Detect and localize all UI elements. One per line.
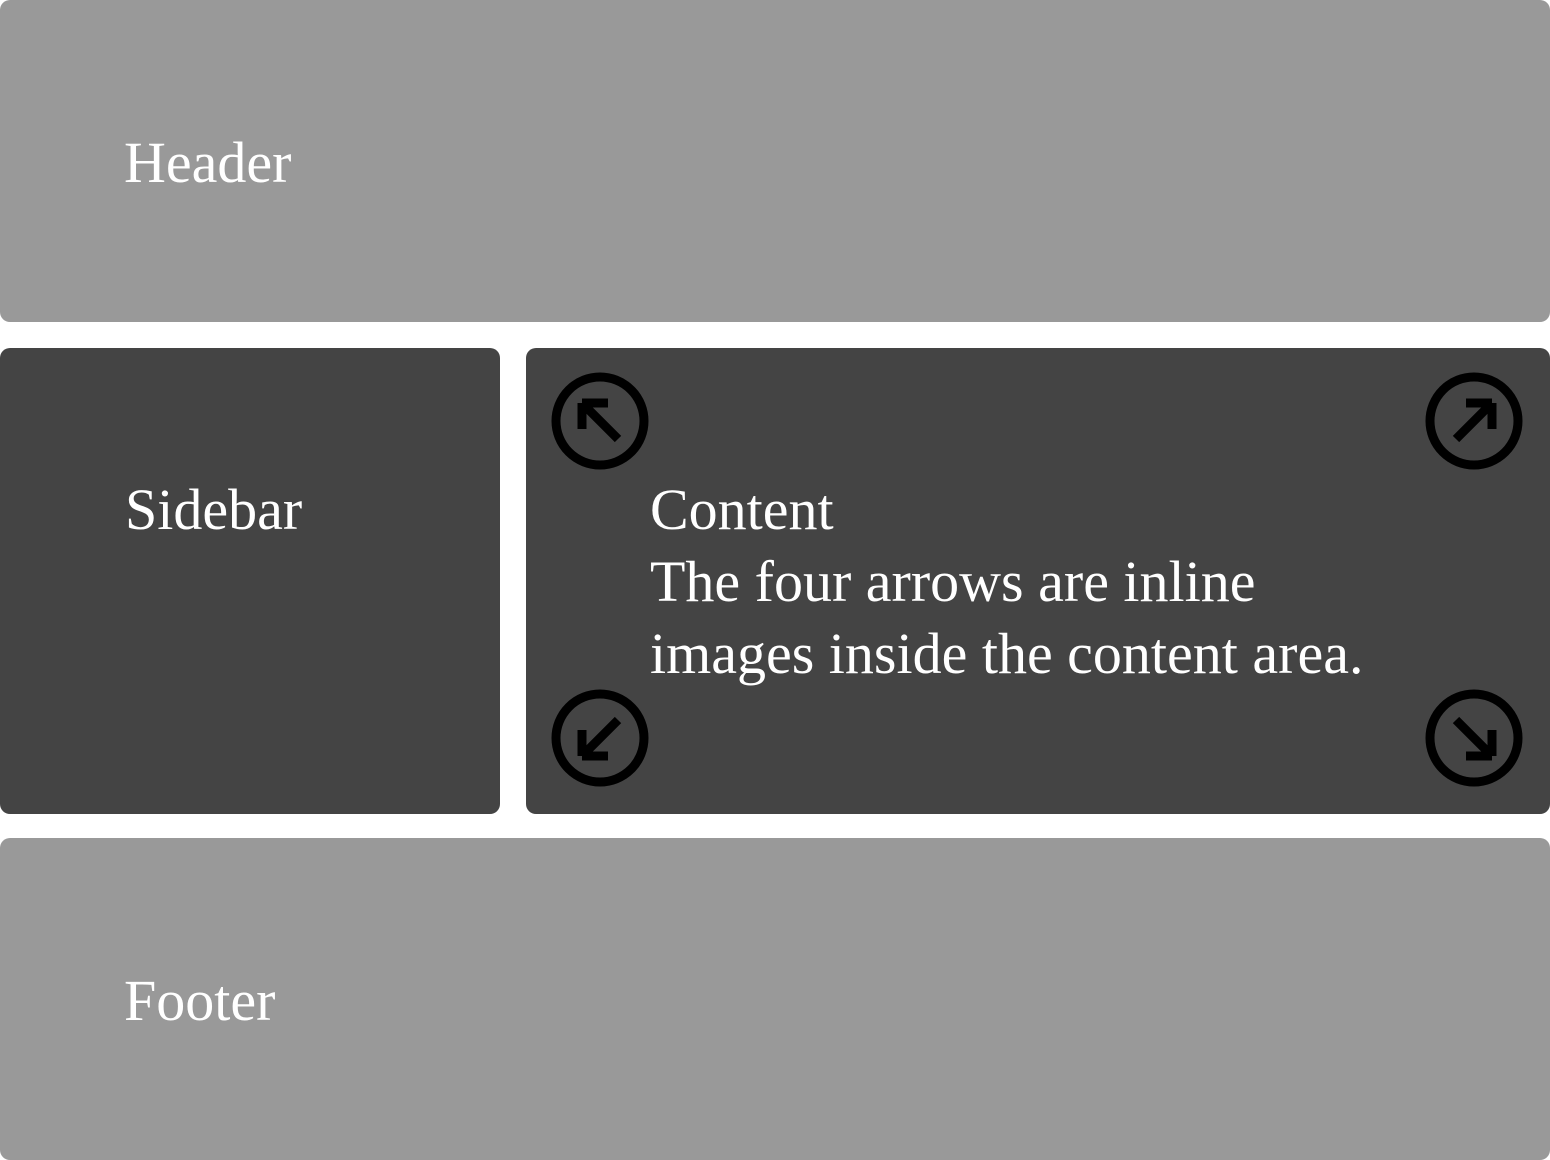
sidebar: Sidebar <box>0 348 500 814</box>
content-text: Content The four arrows are inline image… <box>650 474 1363 690</box>
content-description-line-1: The four arrows are inline <box>650 549 1256 614</box>
footer-label: Footer <box>124 968 276 1033</box>
sidebar-label: Sidebar <box>125 477 303 542</box>
content-area: Content The four arrows are inline image… <box>526 348 1550 814</box>
footer: Footer <box>0 838 1550 1160</box>
arrow-down-right-circle-icon <box>1422 686 1526 790</box>
arrow-up-left-circle-icon <box>548 369 652 473</box>
header: Header <box>0 0 1550 322</box>
content-title: Content <box>650 477 834 542</box>
arrow-up-right-circle-icon <box>1422 369 1526 473</box>
header-label: Header <box>124 130 292 195</box>
content-description-line-2: images inside the content area. <box>650 621 1364 686</box>
arrow-down-left-circle-icon <box>548 686 652 790</box>
